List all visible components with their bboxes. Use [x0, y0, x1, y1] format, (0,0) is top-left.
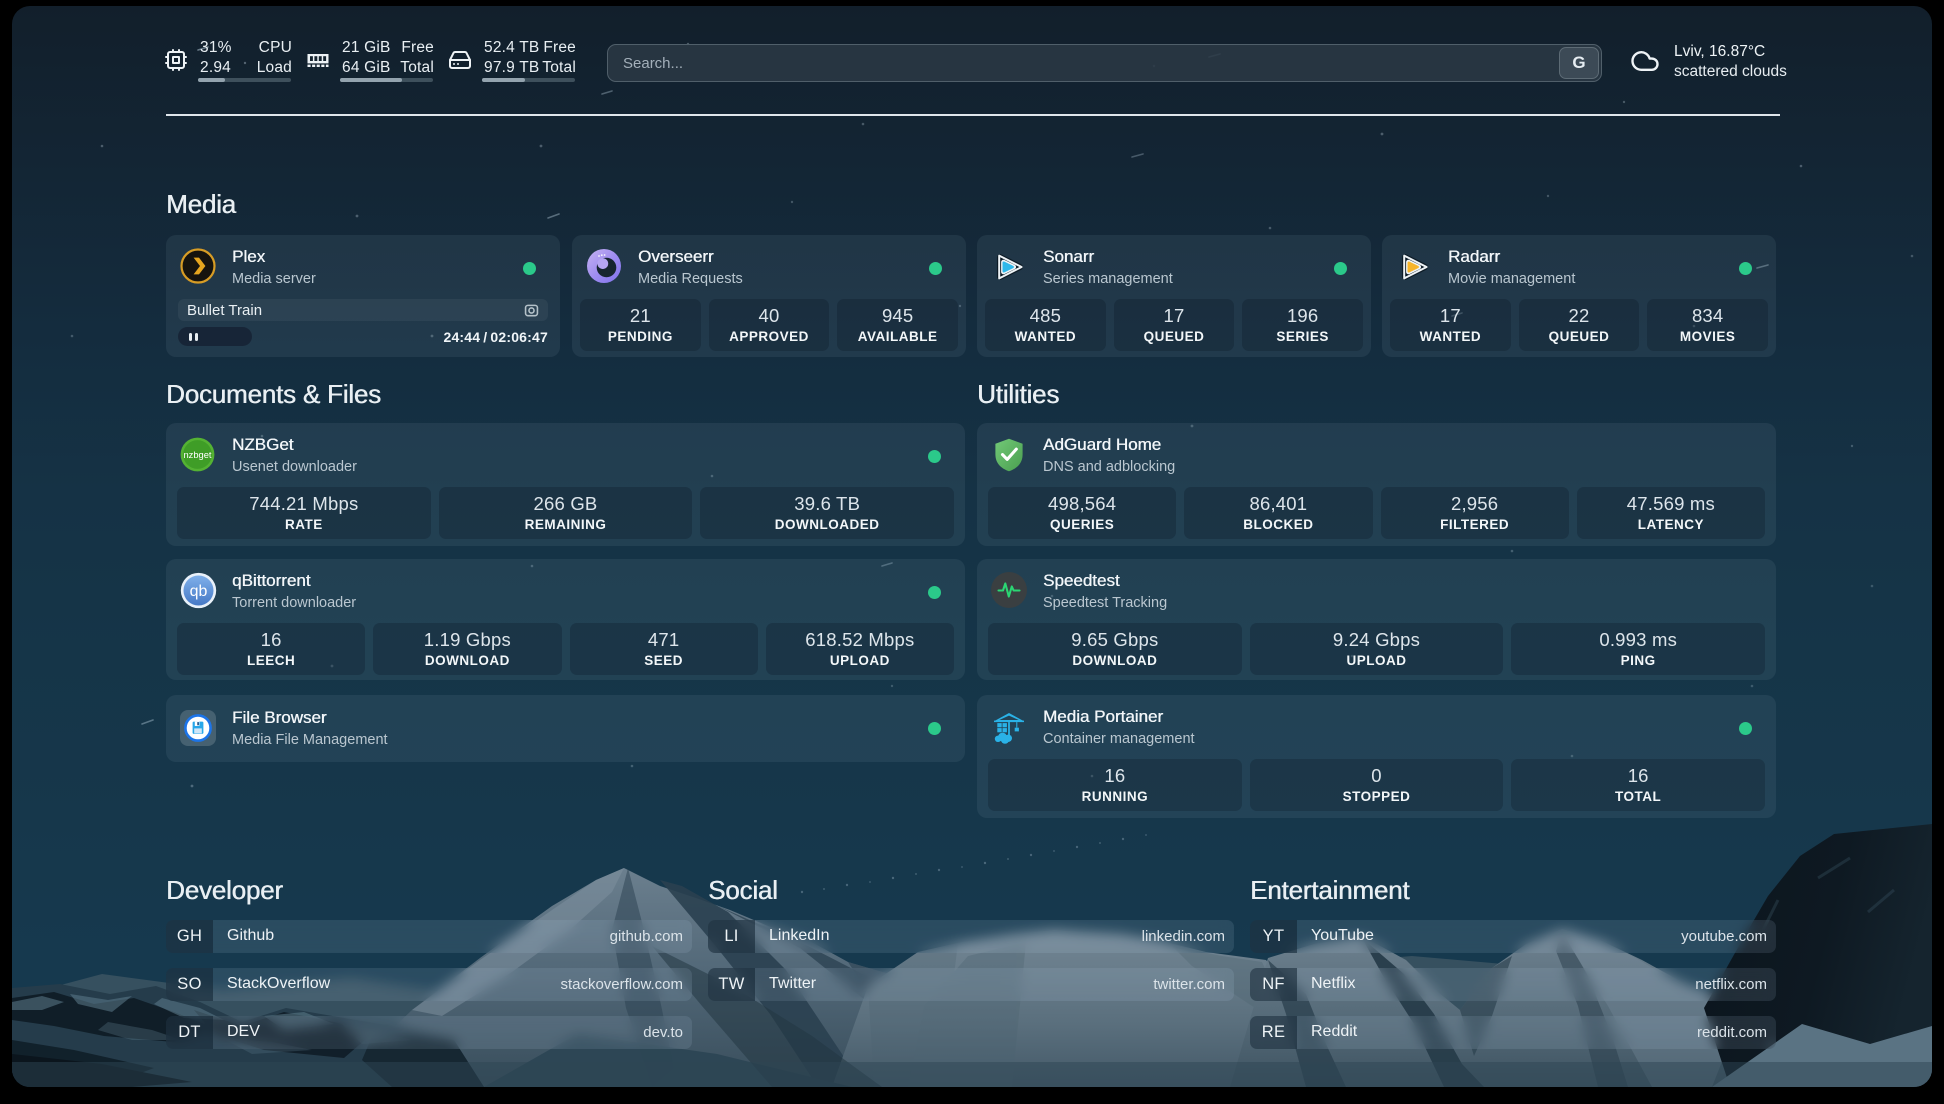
- svg-text:qb: qb: [190, 583, 208, 600]
- svg-text:nzbget: nzbget: [183, 450, 211, 460]
